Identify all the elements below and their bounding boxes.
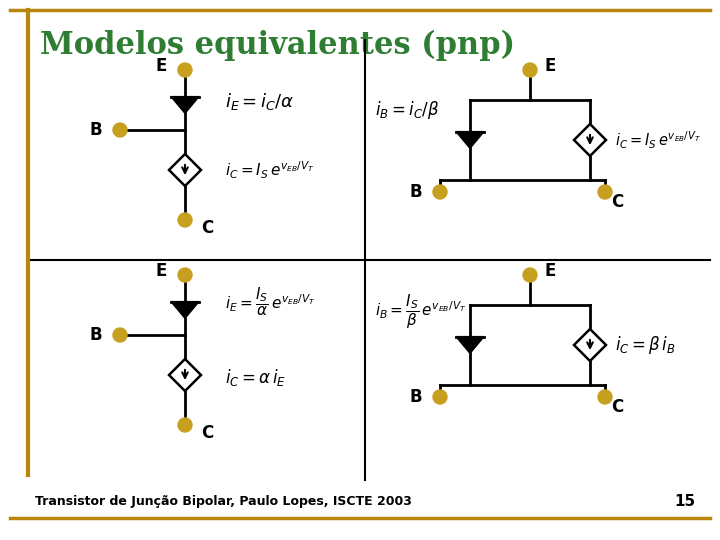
Circle shape — [178, 213, 192, 227]
Text: $i_C = \alpha\, i_E$: $i_C = \alpha\, i_E$ — [225, 368, 287, 388]
Circle shape — [113, 328, 127, 342]
Circle shape — [433, 185, 447, 199]
Text: $i_E =i_C / \alpha$: $i_E =i_C / \alpha$ — [225, 91, 294, 112]
Text: $i_B = \dfrac{I_S}{\beta}\, e^{v_{EB}/V_T}$: $i_B = \dfrac{I_S}{\beta}\, e^{v_{EB}/V_… — [375, 293, 467, 331]
Polygon shape — [171, 97, 199, 113]
Circle shape — [523, 268, 537, 282]
Text: Transistor de Junção Bipolar, Paulo Lopes, ISCTE 2003: Transistor de Junção Bipolar, Paulo Lope… — [35, 496, 412, 509]
Circle shape — [178, 268, 192, 282]
Text: C: C — [611, 193, 624, 211]
Circle shape — [523, 63, 537, 77]
Text: B: B — [89, 121, 102, 139]
Text: E: E — [544, 57, 555, 75]
Polygon shape — [169, 154, 201, 186]
Text: E: E — [156, 262, 167, 280]
Polygon shape — [171, 302, 199, 319]
Text: 15: 15 — [674, 495, 695, 510]
Circle shape — [178, 418, 192, 432]
Circle shape — [113, 123, 127, 137]
Circle shape — [598, 185, 612, 199]
Text: $i_C = I_S\, e^{v_{EB}/V_T}$: $i_C = I_S\, e^{v_{EB}/V_T}$ — [225, 159, 315, 181]
Circle shape — [433, 390, 447, 404]
Text: E: E — [544, 262, 555, 280]
Text: C: C — [611, 398, 624, 416]
Polygon shape — [456, 132, 484, 148]
Text: C: C — [201, 219, 213, 237]
Text: $i_E = \dfrac{I_S}{\alpha}\, e^{v_{EB}/V_T}$: $i_E = \dfrac{I_S}{\alpha}\, e^{v_{EB}/V… — [225, 286, 316, 318]
Text: C: C — [201, 424, 213, 442]
Text: B: B — [410, 183, 422, 201]
Text: B: B — [89, 326, 102, 344]
Text: Modelos equivalentes (pnp): Modelos equivalentes (pnp) — [40, 30, 515, 61]
Polygon shape — [574, 124, 606, 156]
Circle shape — [178, 63, 192, 77]
Text: $i_C = I_S\, e^{v_{EB}/V_T}$: $i_C = I_S\, e^{v_{EB}/V_T}$ — [615, 129, 701, 151]
Polygon shape — [456, 336, 484, 353]
Polygon shape — [169, 359, 201, 391]
Polygon shape — [574, 329, 606, 361]
Text: $i_B = i_C /\beta$: $i_B = i_C /\beta$ — [375, 99, 439, 121]
Text: B: B — [410, 388, 422, 406]
Text: E: E — [156, 57, 167, 75]
Circle shape — [598, 390, 612, 404]
Text: $i_C = \beta\, i_B$: $i_C = \beta\, i_B$ — [615, 334, 676, 356]
